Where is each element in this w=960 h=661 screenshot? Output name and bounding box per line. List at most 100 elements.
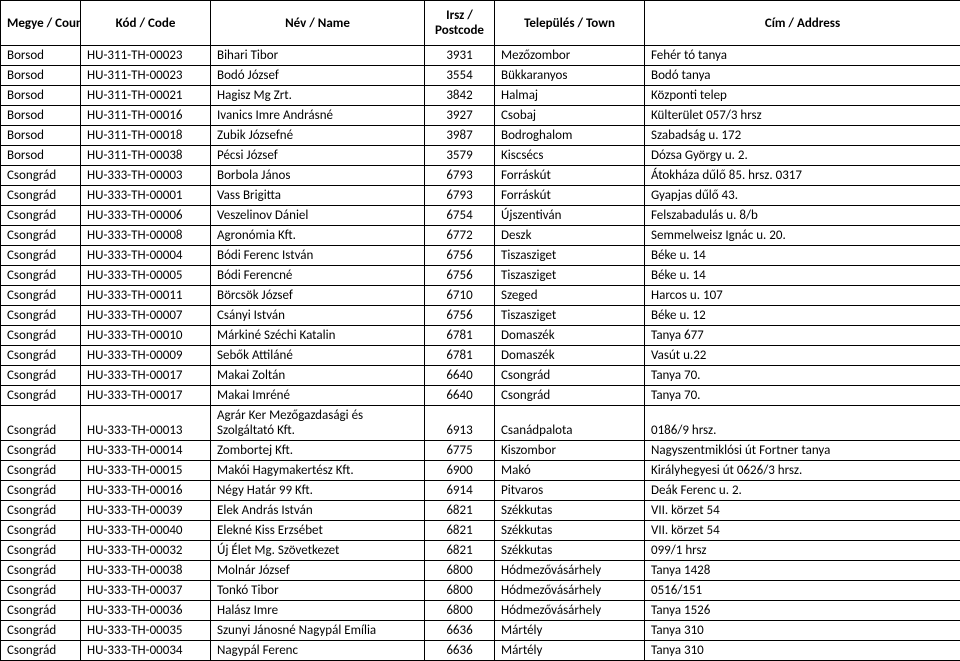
cell-town: Mártély (495, 641, 645, 661)
cell-postcode: 6821 (425, 521, 495, 541)
cell-county: Csongrád (1, 441, 81, 461)
cell-address: Tanya 677 (645, 326, 960, 346)
cell-postcode: 3554 (425, 66, 495, 86)
table-row: CsongrádHU-333-TH-00017Makai Zoltán6640C… (1, 366, 960, 386)
cell-town: Hódmezővásárhely (495, 561, 645, 581)
cell-address: Semmelweisz Ignác u. 20. (645, 226, 960, 246)
cell-code: HU-333-TH-00007 (81, 306, 211, 326)
cell-town: Hódmezővásárhely (495, 581, 645, 601)
cell-postcode: 6781 (425, 346, 495, 366)
cell-postcode: 6636 (425, 641, 495, 661)
cell-postcode: 6781 (425, 326, 495, 346)
table-row: CsongrádHU-333-TH-00004Bódi Ferenc Istvá… (1, 246, 960, 266)
cell-code: HU-311-TH-00023 (81, 66, 211, 86)
cell-code: HU-333-TH-00017 (81, 366, 211, 386)
cell-name: Makói Hagymakertész Kft. (211, 461, 425, 481)
cell-code: HU-333-TH-00037 (81, 581, 211, 601)
table-row: CsongrádHU-333-TH-00032Új Élet Mg. Szöve… (1, 541, 960, 561)
cell-name: Csányi István (211, 306, 425, 326)
table-row: CsongrádHU-333-TH-00040Elekné Kiss Erzsé… (1, 521, 960, 541)
cell-postcode: 3842 (425, 86, 495, 106)
cell-county: Borsod (1, 126, 81, 146)
cell-address: Béke u. 12 (645, 306, 960, 326)
cell-name: Agrár Ker Mezőgazdasági és Szolgáltató K… (211, 406, 425, 441)
cell-code: HU-333-TH-00040 (81, 521, 211, 541)
cell-code: HU-333-TH-00009 (81, 346, 211, 366)
cell-code: HU-333-TH-00017 (81, 386, 211, 406)
cell-name: Sebők Attiláné (211, 346, 425, 366)
cell-address: Béke u. 14 (645, 266, 960, 286)
cell-address: Átokháza dűlő 85. hrsz. 0317 (645, 166, 960, 186)
cell-county: Csongrád (1, 266, 81, 286)
table-row: BorsodHU-311-TH-00021Hagisz Mg Zrt.3842H… (1, 86, 960, 106)
cell-town: Mezőzombor (495, 46, 645, 66)
cell-town: Tiszasziget (495, 246, 645, 266)
cell-county: Csongrád (1, 541, 81, 561)
cell-code: HU-333-TH-00005 (81, 266, 211, 286)
cell-town: Domaszék (495, 326, 645, 346)
cell-county: Csongrád (1, 386, 81, 406)
cell-name: Ivanics Imre Andrásné (211, 106, 425, 126)
cell-address: Tanya 70. (645, 366, 960, 386)
cell-address: Béke u. 14 (645, 246, 960, 266)
cell-postcode: 3579 (425, 146, 495, 166)
cell-name: Új Élet Mg. Szövetkezet (211, 541, 425, 561)
cell-postcode: 6710 (425, 286, 495, 306)
cell-address: Vasút u.22 (645, 346, 960, 366)
cell-town: Székkutas (495, 541, 645, 561)
table-row: CsongrádHU-333-TH-00010Márkiné Széchi Ka… (1, 326, 960, 346)
table-row: CsongrádHU-333-TH-00015Makói Hagymakerté… (1, 461, 960, 481)
cell-postcode: 6821 (425, 501, 495, 521)
header-address: Cím / Address (645, 1, 960, 46)
table-row: CsongrádHU-333-TH-00016Négy Határ 99 Kft… (1, 481, 960, 501)
cell-name: Zombortej Kft. (211, 441, 425, 461)
cell-name: Zubik Józsefné (211, 126, 425, 146)
cell-postcode: 6640 (425, 386, 495, 406)
cell-name: Makai Imréné (211, 386, 425, 406)
cell-county: Csongrád (1, 481, 81, 501)
table-row: CsongrádHU-333-TH-00009Sebők Attiláné678… (1, 346, 960, 366)
cell-name: Halász Imre (211, 601, 425, 621)
cell-county: Csongrád (1, 601, 81, 621)
cell-address: Felszabadulás u. 8/b (645, 206, 960, 226)
cell-name: Márkiné Széchi Katalin (211, 326, 425, 346)
table-row: CsongrádHU-333-TH-00034Nagypál Ferenc663… (1, 641, 960, 661)
cell-county: Borsod (1, 46, 81, 66)
cell-postcode: 3931 (425, 46, 495, 66)
cell-county: Borsod (1, 86, 81, 106)
cell-address: VII. körzet 54 (645, 521, 960, 541)
cell-town: Kiszombor (495, 441, 645, 461)
cell-county: Csongrád (1, 186, 81, 206)
cell-address: Szabadság u. 172 (645, 126, 960, 146)
cell-postcode: 6800 (425, 601, 495, 621)
cell-code: HU-333-TH-00038 (81, 561, 211, 581)
table-row: CsongrádHU-333-TH-00011Börcsök József671… (1, 286, 960, 306)
cell-postcode: 6793 (425, 166, 495, 186)
cell-postcode: 6754 (425, 206, 495, 226)
cell-code: HU-311-TH-00018 (81, 126, 211, 146)
cell-name: Börcsök József (211, 286, 425, 306)
cell-town: Kiscsécs (495, 146, 645, 166)
cell-address: 0186/9 hrsz. (645, 406, 960, 441)
table-row: CsongrádHU-333-TH-00006Veszelinov Dániel… (1, 206, 960, 226)
table-row: BorsodHU-311-TH-00023Bodó József3554Bükk… (1, 66, 960, 86)
table-body: BorsodHU-311-TH-00023Bihari Tibor3931Mez… (1, 46, 960, 661)
header-code: Kód / Code (81, 1, 211, 46)
cell-address: Központi telep (645, 86, 960, 106)
cell-name: Négy Határ 99 Kft. (211, 481, 425, 501)
cell-town: Csanádpalota (495, 406, 645, 441)
cell-code: HU-333-TH-00011 (81, 286, 211, 306)
cell-code: HU-311-TH-00038 (81, 146, 211, 166)
cell-address: Deák Ferenc u. 2. (645, 481, 960, 501)
cell-name: Veszelinov Dániel (211, 206, 425, 226)
cell-county: Csongrád (1, 501, 81, 521)
cell-postcode: 6756 (425, 246, 495, 266)
header-town: Település / Town (495, 1, 645, 46)
cell-town: Székkutas (495, 521, 645, 541)
cell-postcode: 6800 (425, 581, 495, 601)
cell-town: Forráskút (495, 186, 645, 206)
cell-address: Dózsa György u. 2. (645, 146, 960, 166)
table-row: CsongrádHU-333-TH-00005Bódi Ferencné6756… (1, 266, 960, 286)
cell-town: Forráskút (495, 166, 645, 186)
cell-code: HU-311-TH-00021 (81, 86, 211, 106)
